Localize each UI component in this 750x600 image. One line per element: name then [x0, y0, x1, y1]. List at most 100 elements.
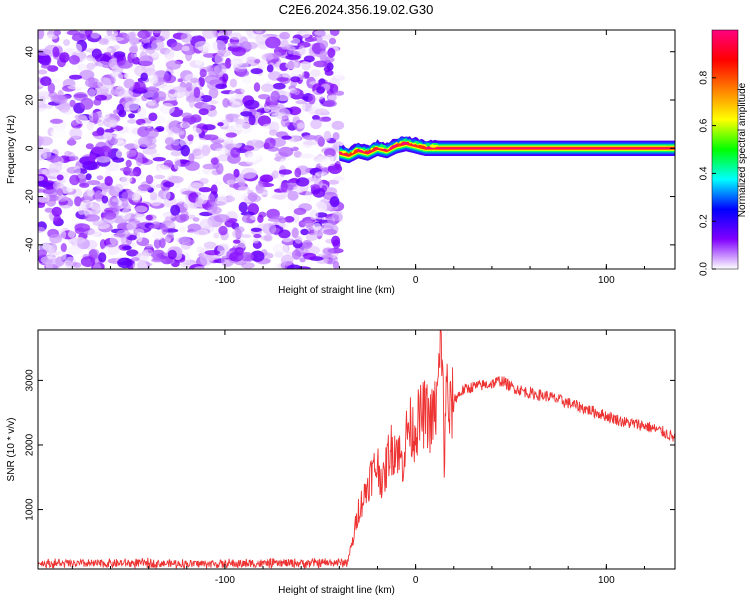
spectrogram-cell — [199, 177, 209, 185]
spectrogram-cell — [301, 61, 311, 71]
spectrogram-cell — [142, 147, 157, 155]
spectrogram-cell — [285, 251, 293, 256]
spectrogram-cell — [38, 181, 52, 188]
spectrogram-cell — [257, 60, 267, 69]
spectrogram-cell — [141, 94, 149, 102]
spectrogram-cell — [238, 180, 246, 187]
spectrogram-cell — [58, 101, 71, 113]
spectrogram-cell — [240, 211, 255, 216]
spectrogram-cell — [155, 164, 170, 174]
spectrogram-cell — [159, 102, 175, 115]
spectrogram-cell — [157, 96, 166, 102]
spectrogram-cell — [204, 250, 221, 256]
spectrogram-cell — [315, 212, 328, 218]
spectrogram-cell — [313, 172, 321, 184]
spectrogram-cell — [327, 95, 341, 101]
spectrogram-cells — [38, 30, 675, 269]
spectrogram-cell — [118, 109, 127, 118]
spectrogram-cell — [202, 124, 216, 131]
spectrogram-cell — [250, 227, 262, 232]
spectrogram-cell — [118, 89, 133, 99]
spectrogram-cell — [151, 249, 166, 261]
spectrogram-cell — [68, 55, 80, 65]
spectrogram-cell — [310, 119, 322, 130]
spectrogram-cell — [69, 74, 82, 80]
spectrogram-cell — [203, 168, 213, 175]
spectrogram-y-tick-label: 0 — [25, 145, 36, 151]
spectrogram-cell — [108, 58, 119, 70]
spectrogram-cell — [294, 167, 302, 178]
spectrogram-cell — [170, 42, 183, 52]
spectrogram-cell — [208, 87, 219, 99]
spectrogram-cell — [94, 190, 104, 202]
spectrogram-cell — [294, 236, 303, 244]
spectrogram-cell — [255, 30, 263, 34]
spectrogram-cell — [199, 68, 207, 78]
spectrogram-cell — [38, 193, 50, 203]
colorbar-tick-label: 0.6 — [699, 118, 710, 132]
spectrogram-cell — [145, 47, 156, 54]
spectrogram-cell — [48, 244, 55, 257]
spectrogram-cell — [225, 132, 237, 138]
spectrogram-cell — [190, 114, 202, 123]
spectrogram-y-axis-label: Frequency (Hz) — [6, 115, 17, 184]
spectrogram-cell — [180, 144, 190, 157]
spectrogram-cell — [101, 195, 109, 204]
spectrogram-cell — [296, 122, 305, 129]
spectrogram-cell — [280, 181, 288, 193]
spectrogram-cell — [134, 214, 146, 222]
spectrogram-cell — [52, 181, 60, 190]
spectrogram-cell — [328, 179, 340, 185]
spectrogram-cell — [234, 189, 242, 202]
spectrogram-cell — [147, 85, 158, 94]
spectrogram-cell — [247, 152, 262, 161]
colorbar-tick-label: 0.8 — [699, 70, 710, 84]
spectrogram-cell — [50, 127, 67, 139]
spectrogram-cell — [69, 155, 79, 161]
spectrogram-x-tick-label: -100 — [215, 275, 235, 286]
spectrogram-cell — [55, 195, 68, 202]
spectrogram-cell — [124, 101, 140, 111]
spectrogram-cell — [184, 161, 200, 171]
spectrogram-cell — [127, 170, 138, 177]
spectrogram-cell — [318, 116, 332, 122]
spectrogram-y-tick-label: -40 — [25, 237, 36, 252]
spectrogram-cell — [327, 163, 343, 174]
spectrogram-cell — [334, 90, 345, 96]
spectrogram-cell — [49, 118, 64, 124]
spectrogram-cell — [53, 214, 62, 225]
spectrogram-cell — [138, 136, 153, 148]
spectrogram-cell — [225, 113, 241, 119]
spectrogram-cell — [332, 260, 340, 269]
spectrogram-cell — [314, 30, 327, 36]
spectrogram-cell — [90, 32, 100, 39]
snr-x-tick-label: -100 — [215, 575, 235, 586]
spectrogram-cell — [285, 54, 301, 60]
spectrogram-cell — [314, 108, 329, 116]
spectrogram-cell — [298, 45, 306, 56]
spectrogram-cell — [104, 128, 115, 133]
spectrogram-cell — [243, 41, 258, 50]
spectrogram-cell — [198, 108, 209, 116]
spectrogram-cell — [313, 60, 328, 68]
spectrogram-cell — [56, 174, 64, 181]
spectrogram-cell — [98, 252, 107, 263]
spectrogram-cell — [310, 184, 320, 190]
spectrogram-cell — [59, 52, 70, 63]
spectrogram-cell — [331, 212, 342, 221]
spectrogram-cell — [290, 76, 301, 83]
spectrogram-cell — [287, 190, 299, 201]
spectrogram-cell — [195, 57, 203, 66]
spectrogram-cell — [38, 226, 46, 233]
spectrogram-cell — [293, 89, 300, 96]
spectrogram-cell — [266, 64, 274, 73]
spectrogram-cell — [119, 167, 133, 172]
spectrogram-cell — [302, 195, 311, 202]
spectrogram-cell — [239, 252, 254, 262]
spectrogram-cell — [73, 43, 83, 54]
snr-series-line — [38, 330, 675, 569]
spectrogram-cell — [135, 155, 143, 167]
spectrogram-cell — [85, 173, 92, 181]
spectrogram-cell — [128, 113, 135, 119]
snr-panel: -100 0 100 1000 2000 3000 Height of straight l… — [6, 329, 676, 596]
